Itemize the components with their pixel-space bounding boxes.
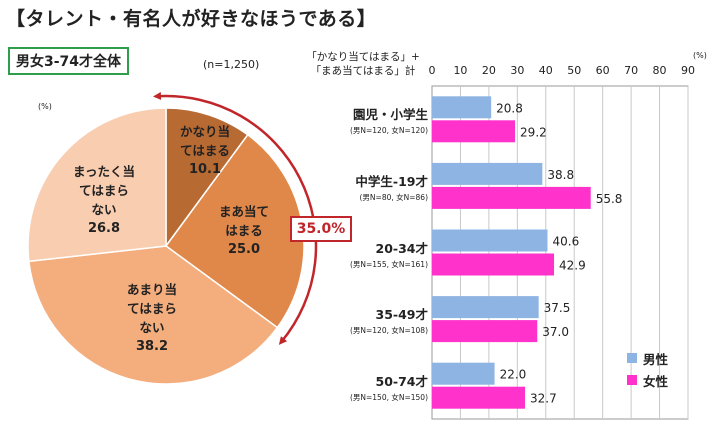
x-tick-label: 90 <box>681 64 695 77</box>
category-sample-size: (男N=80, 女N=86) <box>359 192 429 202</box>
category-name: 20-34才 <box>375 240 428 256</box>
pie-label-text: まあ当て はまる <box>218 204 269 238</box>
category-sample-size: (男N=120, 女N=120) <box>349 126 428 136</box>
bar-female-5 <box>432 386 526 409</box>
category-sample-size: (男N=150, 女N=150) <box>349 392 428 402</box>
bar-female-2 <box>432 186 591 209</box>
x-tick-label: 50 <box>567 64 581 77</box>
category-sample-size: (男N=155, 女N=161) <box>349 259 428 269</box>
x-tick-label: 70 <box>624 64 638 77</box>
bar-value-label: 37.0 <box>542 325 569 339</box>
category-label-5: 50-74才 (男N=150, 女N=150) <box>300 371 428 403</box>
legend-label-male: 男性 <box>643 351 669 367</box>
sample-size-label: (n=1,250) <box>203 58 260 71</box>
legend-swatch-male <box>627 353 637 363</box>
legend: 男性 女性 <box>627 347 668 391</box>
x-tick-label: 80 <box>653 64 667 77</box>
category-label-1: 園児・小学生 (男N=120, 女N=120) <box>300 104 428 136</box>
category-label-2: 中学生-19才 (男N=80, 女N=86) <box>300 171 428 203</box>
pie-label-value: 10.1 <box>188 162 222 177</box>
category-label-3: 20-34才 (男N=155, 女N=161) <box>300 238 428 270</box>
legend-item-male: 男性 <box>627 347 668 369</box>
x-tick-label: 10 <box>453 64 467 77</box>
pie-label-value: 38.2 <box>135 339 169 354</box>
combined-bracket-arc <box>153 92 318 345</box>
bar-value-label: 32.7 <box>530 392 557 406</box>
bar-caption-line2: 「まあ当てはまる」計 <box>310 65 416 77</box>
x-tick-label: 60 <box>596 64 610 77</box>
bar-value-label: 38.8 <box>547 168 574 182</box>
category-name: 50-74才 <box>375 373 428 389</box>
x-tick-label: 0 <box>429 64 436 77</box>
bar-value-label: 20.8 <box>496 101 523 115</box>
bar-caption-line1: 「かなり当てはまる」+ <box>306 51 420 63</box>
bar-male-5 <box>432 362 495 385</box>
pie-label-1: かなり当 てはまる 10.1 <box>160 122 250 179</box>
bar-female-3 <box>432 253 555 276</box>
bar-value-label: 55.8 <box>596 192 623 206</box>
bar-male-2 <box>432 162 543 185</box>
x-tick-label: 40 <box>539 64 553 77</box>
category-sample-size: (男N=120, 女N=108) <box>349 326 428 336</box>
bar-value-label: 29.2 <box>520 125 547 139</box>
bar-value-label: 40.6 <box>552 235 579 249</box>
pie-label-4: まったく当 てはまら ない 26.8 <box>59 162 149 238</box>
legend-label-female: 女性 <box>643 373 669 389</box>
legend-swatch-female <box>627 375 637 385</box>
combined-percentage-label: 35.0% <box>290 216 352 242</box>
bar-male-3 <box>432 229 548 252</box>
legend-item-female: 女性 <box>627 369 668 391</box>
category-label-4: 35-49才 (男N=120, 女N=108) <box>300 304 428 336</box>
pie-label-text: あまり当 てはまら ない <box>126 282 177 335</box>
pie-label-2: まあ当て はまる 25.0 <box>199 202 289 259</box>
pie-subtitle: 男女3-74才全体 <box>8 47 130 75</box>
bar-female-1 <box>432 120 516 143</box>
pie-label-value: 26.8 <box>87 221 121 236</box>
x-tick-label: 20 <box>482 64 496 77</box>
bar-value-label: 37.5 <box>544 301 571 315</box>
bar-value-label: 42.9 <box>559 259 586 273</box>
bar-caption: 「かなり当てはまる」+ 「まあ当てはまる」計 <box>300 50 426 78</box>
bar-value-label: 22.0 <box>500 368 527 382</box>
bar-male-1 <box>432 96 492 119</box>
axis-unit-label: (%) <box>693 51 707 60</box>
pie-label-text: かなり当 てはまる <box>179 124 230 158</box>
pie-unit-label: (%) <box>38 102 52 111</box>
category-name: 中学生-19才 <box>355 173 428 189</box>
category-name: 35-49才 <box>375 307 428 323</box>
category-name: 園児・小学生 <box>352 107 428 123</box>
slice-strongly-disagree <box>27 107 167 263</box>
bar-female-4 <box>432 320 538 343</box>
pie-label-text: まったく当 てはまら ない <box>72 164 135 217</box>
pie-label-value: 25.0 <box>227 242 261 257</box>
x-tick-label: 30 <box>510 64 524 77</box>
page-title: 【タレント・有名人が好きなほうである】 <box>6 8 377 30</box>
pie-label-3: あまり当 てはまら ない 38.2 <box>107 280 197 356</box>
bar-male-4 <box>432 296 539 319</box>
